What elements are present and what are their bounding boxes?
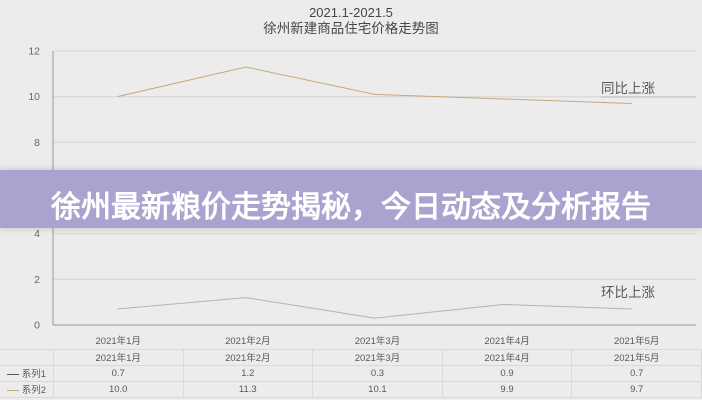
svg-text:10: 10 xyxy=(28,91,40,103)
svg-text:2: 2 xyxy=(34,274,40,286)
svg-text:环比上涨: 环比上涨 xyxy=(601,285,655,300)
svg-text:同比上涨: 同比上涨 xyxy=(601,81,655,96)
svg-text:8: 8 xyxy=(34,137,40,149)
svg-text:12: 12 xyxy=(28,46,40,58)
svg-text:4: 4 xyxy=(34,228,40,240)
